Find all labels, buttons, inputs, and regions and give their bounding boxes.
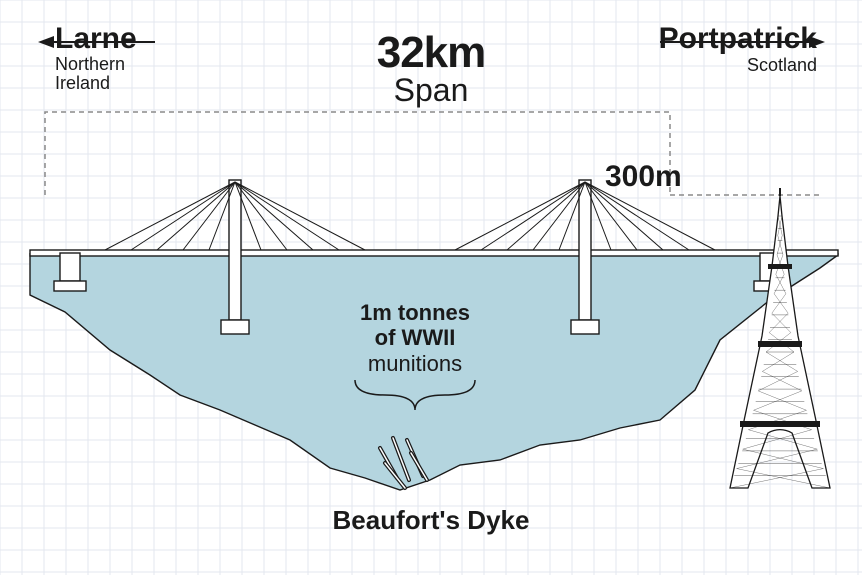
munitions-label: 1m tonnes of WWII munitions bbox=[335, 300, 495, 376]
height-label: 300m bbox=[605, 160, 682, 194]
infographic-canvas: Larne Northern Ireland Portpatrick Scotl… bbox=[0, 0, 862, 575]
span-title: 32km Span bbox=[0, 28, 862, 109]
dyke-label: Beaufort's Dyke bbox=[0, 505, 862, 536]
